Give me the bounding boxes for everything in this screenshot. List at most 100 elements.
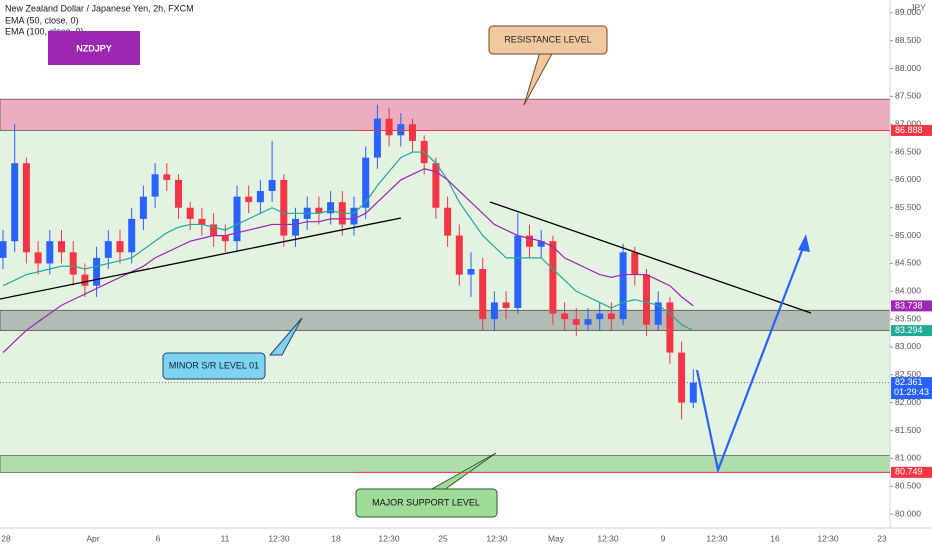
- candle-body: [69, 252, 77, 275]
- candle-body: [689, 382, 697, 403]
- price-label-box: [891, 124, 932, 136]
- y-tick-label: 86.000: [895, 174, 921, 184]
- callout-box: [162, 352, 266, 380]
- candle-body: [373, 118, 381, 158]
- zone: [0, 309, 891, 331]
- x-tick-label: 23: [877, 533, 887, 543]
- x-tick-label: 12:30: [817, 533, 839, 543]
- candle-body: [409, 124, 416, 141]
- callout-box: [355, 488, 498, 518]
- y-tick-label: 81.500: [895, 425, 921, 435]
- y-tick-label: 85.500: [895, 202, 921, 212]
- candle-body: [104, 241, 112, 258]
- candle-body: [151, 174, 159, 197]
- candle-body: [22, 163, 30, 253]
- candle-body: [46, 241, 54, 264]
- candle-body: [93, 257, 101, 286]
- price-label: 83.294: [895, 325, 923, 335]
- y-tick-label: 87.000: [895, 118, 921, 128]
- candle-body: [139, 196, 147, 219]
- x-tick-label: 12:30: [378, 533, 400, 543]
- x-tick-label: 11: [221, 533, 230, 543]
- candle-body: [479, 269, 487, 320]
- price-label-box: [891, 300, 932, 312]
- chart-title: New Zealand Dollar / Japanese Yen, 2h, F…: [5, 3, 194, 13]
- y-tick-label: 82.500: [895, 369, 921, 379]
- x-tick-label: 12:30: [486, 533, 508, 543]
- candle-body: [292, 218, 299, 236]
- candle-body: [526, 235, 533, 247]
- y-tick-label: 86.500: [895, 146, 921, 156]
- candle-body: [572, 319, 580, 325]
- candle-body: [397, 124, 405, 136]
- candle-body: [502, 302, 510, 308]
- candle-body: [350, 207, 358, 225]
- candle-body: [280, 179, 288, 236]
- candle-body: [221, 235, 229, 242]
- x-tick-label: 12:30: [706, 533, 728, 543]
- candle-body: [210, 224, 218, 236]
- price-label-box: [891, 466, 932, 478]
- x-tick-label: 12:30: [268, 533, 290, 543]
- trendline: [0, 217, 402, 300]
- y-tick-label: 88.500: [895, 35, 921, 45]
- x-tick-label: 6: [156, 533, 161, 543]
- candle-body: [467, 269, 475, 275]
- y-tick-label: 84.500: [895, 258, 921, 268]
- candle-body: [561, 313, 569, 320]
- candle-body: [549, 241, 557, 314]
- y-tick-label: 80.000: [895, 508, 921, 518]
- price-label-box: [891, 377, 932, 400]
- candle-body: [186, 207, 194, 219]
- candle-body: [678, 352, 686, 403]
- candle-body: [584, 319, 592, 325]
- callout-text: MAJOR SUPPORT LEVEL: [372, 497, 480, 507]
- x-tick-label: 18: [331, 533, 341, 543]
- symbol-text: NZDJPY: [76, 43, 112, 53]
- indicator-label: EMA (100, close, 0): [5, 26, 84, 36]
- price-timer: 01:29:43: [894, 387, 929, 397]
- candle-body: [163, 174, 171, 180]
- candle-body: [327, 202, 335, 214]
- candle-body: [666, 302, 674, 353]
- candle-body: [81, 274, 89, 286]
- y-tick-label: 87.500: [895, 91, 921, 101]
- callout-text: MINOR S/R LEVEL 01: [169, 360, 259, 370]
- x-tick-label: 28: [1, 533, 11, 543]
- candle-body: [233, 196, 241, 242]
- indicator-label: EMA (50, close, 0): [5, 15, 79, 25]
- price-label: 86.888: [895, 125, 923, 135]
- trendline: [489, 201, 812, 314]
- candle-body: [116, 241, 124, 253]
- candle-body: [596, 313, 604, 320]
- y-tick-label: 84.000: [895, 286, 921, 296]
- y-tick-label: 83.000: [895, 341, 921, 351]
- candle-body: [268, 179, 276, 192]
- x-tick-label: May: [548, 533, 565, 543]
- candle-body: [631, 252, 639, 275]
- candle-body: [256, 191, 264, 203]
- candle-body: [619, 252, 627, 320]
- candle-body: [455, 235, 463, 275]
- candle-body: [607, 313, 615, 320]
- price-label: 80.749: [895, 467, 923, 477]
- y-tick-label: 81.000: [895, 453, 921, 463]
- price-label: 82.361: [895, 377, 923, 387]
- symbol-badge: [48, 31, 140, 65]
- candle-body: [175, 179, 182, 208]
- callout-pointer: [268, 317, 303, 356]
- x-tick-label: 25: [438, 533, 448, 543]
- callout-box: [488, 25, 608, 55]
- ema-line: [2, 151, 694, 332]
- candle-body: [11, 163, 19, 242]
- ema-line: [2, 168, 694, 353]
- candle-body: [58, 241, 65, 253]
- arrow-head: [798, 234, 810, 252]
- x-tick-label: 9: [661, 533, 666, 543]
- candle-body: [34, 252, 42, 264]
- y-tick-label: 88.000: [895, 63, 921, 73]
- candle-body: [362, 157, 370, 208]
- x-tick-label: 16: [770, 533, 780, 543]
- candle-body: [245, 196, 253, 203]
